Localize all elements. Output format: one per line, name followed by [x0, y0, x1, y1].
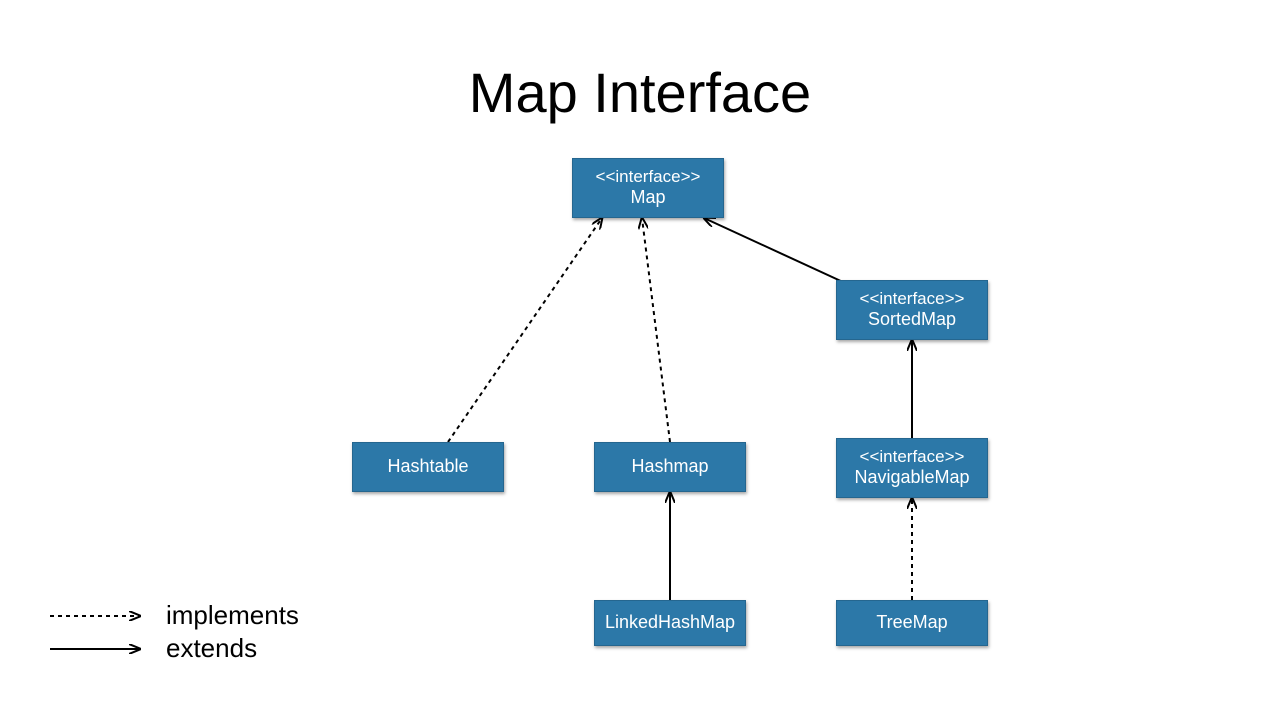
node-linkedhashmap: LinkedHashMap	[594, 600, 746, 646]
legend-label: implements	[166, 600, 299, 631]
legend-label: extends	[166, 633, 257, 664]
node-label: SortedMap	[868, 309, 956, 331]
node-hashmap: Hashmap	[594, 442, 746, 492]
node-map-interface: <<interface>> Map	[572, 158, 724, 218]
node-stereotype: <<interface>>	[596, 167, 701, 187]
legend-arrow-solid-icon	[48, 639, 152, 659]
legend-row-implements: implements	[48, 600, 299, 631]
node-hashtable: Hashtable	[352, 442, 504, 492]
node-stereotype: <<interface>>	[860, 447, 965, 467]
node-label: TreeMap	[876, 612, 947, 634]
legend-row-extends: extends	[48, 633, 299, 664]
node-label: Hashmap	[631, 456, 708, 478]
node-label: NavigableMap	[854, 467, 969, 489]
legend: implements extends	[48, 600, 299, 666]
node-label: Map	[630, 187, 665, 209]
node-stereotype: <<interface>>	[860, 289, 965, 309]
edge-hashtable-to-map	[448, 218, 602, 442]
edge-hashmap-to-map	[642, 218, 670, 442]
legend-arrow-dashed-icon	[48, 606, 152, 626]
diagram-title: Map Interface	[0, 60, 1280, 125]
node-label: LinkedHashMap	[605, 612, 735, 634]
edge-sortedmap-to-map	[704, 218, 856, 288]
node-sortedmap-interface: <<interface>> SortedMap	[836, 280, 988, 340]
node-treemap: TreeMap	[836, 600, 988, 646]
node-label: Hashtable	[387, 456, 468, 478]
node-navigablemap-interface: <<interface>> NavigableMap	[836, 438, 988, 498]
